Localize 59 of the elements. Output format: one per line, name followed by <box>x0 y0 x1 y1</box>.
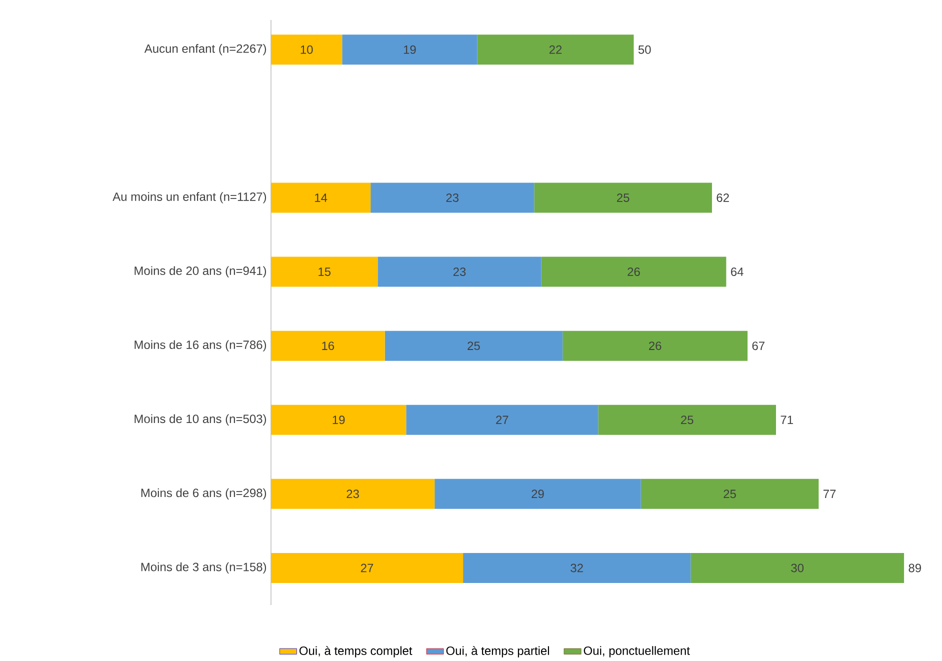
bar <box>271 479 435 510</box>
total-label: 71 <box>780 416 793 424</box>
y-tick-label: Moins de 20 ans (n=941) <box>134 266 266 278</box>
data-label: 16 <box>322 342 334 350</box>
legend-label: Oui, à temps complet <box>299 646 412 658</box>
bar <box>370 182 534 213</box>
bar <box>271 553 464 584</box>
bar <box>534 182 712 213</box>
bar <box>640 479 819 510</box>
data-label: 19 <box>332 416 345 424</box>
data-label: 23 <box>446 194 459 202</box>
data-label: 22 <box>549 46 562 54</box>
data-label: 10 <box>300 46 313 54</box>
bar <box>406 405 598 436</box>
data-label: 14 <box>315 194 328 202</box>
data-label: 25 <box>724 490 736 498</box>
data-label: 23 <box>453 268 466 276</box>
y-tick-label: Moins de 10 ans (n=503) <box>134 414 266 426</box>
bar <box>271 330 385 361</box>
data-label: 26 <box>628 268 640 276</box>
data-label: 32 <box>570 564 583 572</box>
y-tick-label: Aucun enfant (n=2267) <box>144 44 266 56</box>
bar <box>271 256 378 287</box>
bar <box>271 182 371 213</box>
data-label: 15 <box>318 268 331 276</box>
bar <box>271 405 406 436</box>
data-label: 30 <box>791 564 804 572</box>
data-label: 27 <box>496 416 508 424</box>
total-label: 62 <box>716 194 729 202</box>
data-label: 25 <box>681 416 694 424</box>
total-label: 67 <box>752 342 764 350</box>
total-label: 50 <box>638 46 651 54</box>
data-label: 23 <box>346 490 359 498</box>
total-label: 89 <box>908 564 921 572</box>
bar <box>690 553 904 584</box>
total-label: 77 <box>823 490 836 498</box>
bar <box>434 479 641 510</box>
bar <box>271 34 342 65</box>
bar <box>463 553 691 584</box>
bar <box>598 405 776 436</box>
data-label: 29 <box>532 490 544 498</box>
bar <box>562 330 748 361</box>
data-label: 27 <box>360 564 374 572</box>
legend-label: Oui, à temps partiel <box>446 646 549 658</box>
bar <box>477 34 634 65</box>
data-label: 19 <box>404 46 416 54</box>
y-tick-label: Moins de 6 ans (n=298) <box>141 488 266 500</box>
bar <box>384 330 563 361</box>
y-tick-label: Moins de 3 ans (n=158) <box>141 562 266 574</box>
data-label: 25 <box>468 342 480 350</box>
y-tick-label: Moins de 16 ans (n=786) <box>134 340 266 352</box>
bar <box>342 34 478 65</box>
data-label: 26 <box>649 342 662 350</box>
legend-label: Oui, ponctuellement <box>584 646 690 658</box>
data-label: 25 <box>617 194 630 202</box>
bar <box>541 256 726 287</box>
total-label: 64 <box>731 268 744 276</box>
y-tick-label: Au moins un enfant (n=1127) <box>112 192 266 204</box>
bar <box>378 256 542 287</box>
